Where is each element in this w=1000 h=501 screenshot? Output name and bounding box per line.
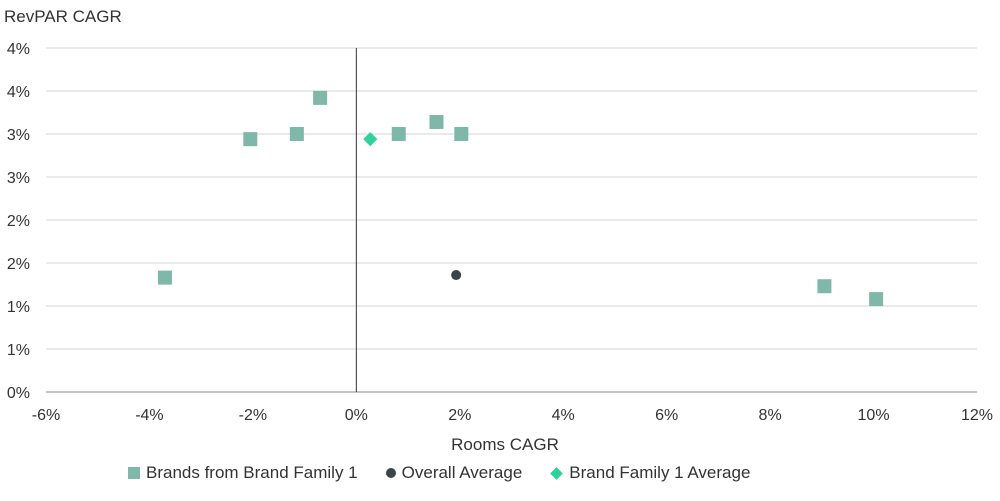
y-tick-labels: 0% 1% 1% 2% 2% 3% 3% 4% 4%	[7, 41, 30, 402]
brand-point	[157, 270, 172, 285]
legend-label-brands: Brands from Brand Family 1	[146, 463, 358, 482]
y-axis-title: RevPAR CAGR	[4, 7, 122, 26]
y-tick-label: 2%	[7, 256, 30, 273]
brand-point	[243, 132, 258, 147]
y-tick-label: 1%	[7, 342, 30, 359]
y-tick-label: 1%	[7, 299, 30, 316]
brand-point	[429, 114, 444, 129]
x-tick-label: 6%	[655, 407, 678, 424]
x-tick-labels: -6% -4% -2% 0% 2% 4% 6% 8% 10% 12%	[32, 407, 993, 424]
brand-point	[869, 292, 884, 307]
y-tick-label: 3%	[7, 170, 30, 187]
brand-point	[391, 127, 406, 141]
circle-marker-icon	[385, 468, 396, 478]
y-tick-label: 0%	[7, 385, 30, 402]
brand-point	[817, 279, 832, 294]
y-tick-label: 3%	[7, 127, 30, 144]
x-tick-label: 12%	[961, 407, 993, 424]
legend-label-overall-average: Overall Average	[401, 463, 523, 482]
legend-item-brands: Brands from Brand Family 1	[128, 463, 358, 483]
x-tick-label: -2%	[239, 407, 267, 424]
brand-family-average-point	[363, 132, 378, 147]
diamond-marker-icon	[550, 466, 564, 480]
x-tick-label: -4%	[135, 407, 163, 424]
brand-point	[313, 90, 328, 105]
square-marker-icon	[128, 467, 140, 479]
legend-label-brand-family-average: Brand Family 1 Average	[569, 463, 751, 482]
y-tick-label: 4%	[7, 41, 30, 58]
x-tick-label: -6%	[32, 407, 60, 424]
x-tick-label: 10%	[858, 407, 890, 424]
x-tick-label: 8%	[759, 407, 782, 424]
y-tick-label: 2%	[7, 213, 30, 230]
gridlines	[46, 47, 977, 393]
legend-item-brand-family-average: Brand Family 1 Average	[550, 463, 750, 483]
brand-point	[454, 127, 469, 141]
y-tick-label: 4%	[7, 84, 30, 101]
x-axis-title: Rooms CAGR	[451, 435, 559, 454]
scatter-chart: RevPAR CAGR 0% 1% 1% 2% 2% 3% 3% 4% 4% -6% -4% -2%…	[4, 7, 993, 454]
x-tick-label: 0%	[345, 407, 368, 424]
x-tick-label: 2%	[448, 407, 471, 424]
data-points	[157, 90, 884, 307]
overall-average-point	[451, 270, 462, 281]
x-tick-label: 4%	[552, 407, 575, 424]
brand-point	[289, 127, 304, 141]
legend-item-overall-average: Overall Average	[385, 463, 523, 483]
legend: Brands from Brand Family 1 Overall Avera…	[128, 463, 778, 483]
